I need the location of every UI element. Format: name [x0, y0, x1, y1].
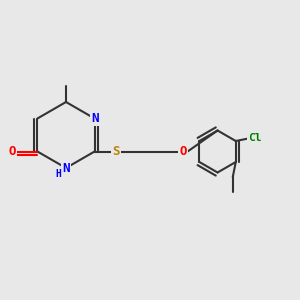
Text: N: N [62, 161, 70, 175]
Text: N: N [91, 112, 98, 125]
Text: S: S [112, 145, 119, 158]
Text: O: O [179, 145, 187, 158]
Text: Cl: Cl [248, 133, 262, 143]
Text: O: O [8, 145, 16, 158]
Text: H: H [56, 169, 62, 179]
